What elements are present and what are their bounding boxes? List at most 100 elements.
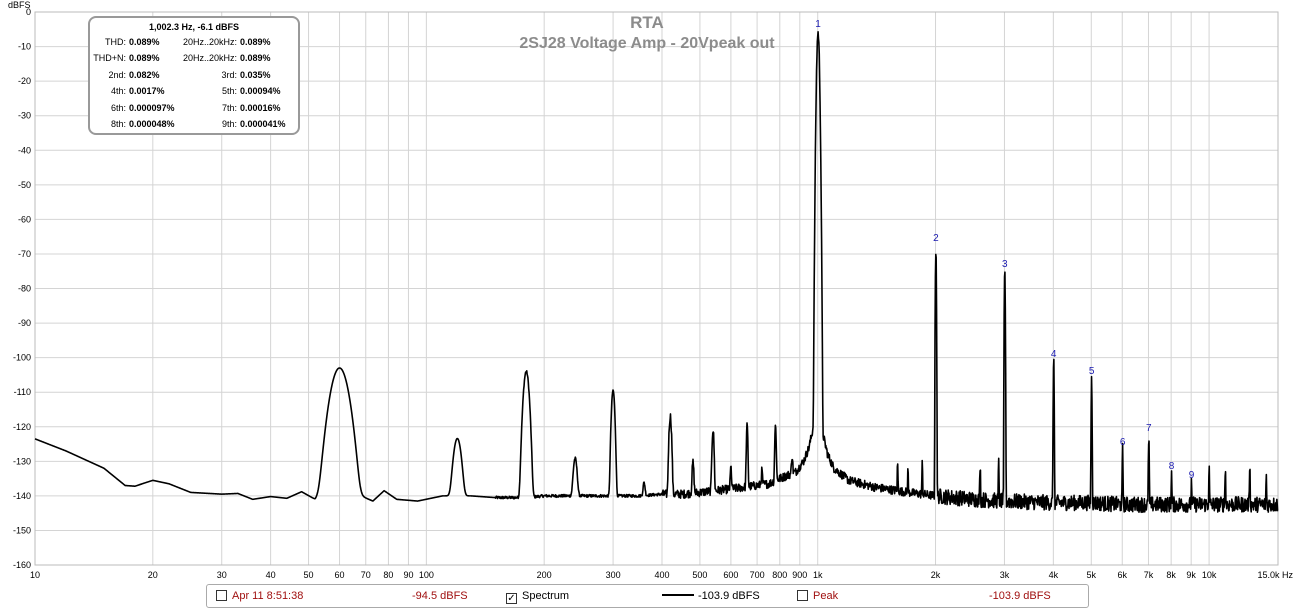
x-tick-label: 8k xyxy=(1166,570,1176,580)
y-tick-label: -50 xyxy=(18,180,31,190)
readout-label: 4th: xyxy=(110,86,126,97)
y-tick-label: -120 xyxy=(13,422,31,432)
x-tick-label: 5k xyxy=(1087,570,1097,580)
plot-frame xyxy=(34,11,1279,566)
spectrum-label: Spectrum xyxy=(522,590,570,602)
x-tick-label: 700 xyxy=(750,570,765,580)
readout-cell: 7th: 0.00016% xyxy=(182,103,281,113)
x-tick-labels: 10 20 30 40 50 60 70 80 90 100 200 300 400 500 600 700 8… xyxy=(30,570,1293,580)
x-tick-label: 7k xyxy=(1144,570,1154,580)
x-tick-label: 50 xyxy=(304,570,314,580)
timestamp-level: -94.5 dBFS xyxy=(412,590,468,602)
chart-subtitle: 2SJ28 Voltage Amp - 20Vpeak out xyxy=(519,35,775,52)
readout-value: 0.089% xyxy=(240,53,271,64)
spectrum-level: -103.9 dBFS xyxy=(698,590,760,602)
readout-cell: 6th: 0.000097% xyxy=(90,103,175,113)
x-tick-label: 600 xyxy=(723,570,738,580)
readout-row: THD+N: 0.089% 20Hz..20kHz: 0.089% xyxy=(90,51,298,67)
readout-value: 0.082% xyxy=(129,69,160,80)
spectrum-checkbox[interactable]: ✓ xyxy=(506,593,517,604)
readout-label: 20Hz..20kHz: xyxy=(182,37,237,47)
readout-row: THD: 0.089% 20Hz..20kHz: 0.089% xyxy=(90,35,298,51)
distortion-readout[interactable]: 1,002.3 Hz, -6.1 dBFS THD: 0.089% 20Hz..20… xyxy=(88,16,300,135)
y-tick-label: -100 xyxy=(13,353,31,363)
x-tick-label: 1k xyxy=(813,570,823,580)
y-tick-label: -110 xyxy=(14,387,31,397)
readout-cell: 4th: 0.0017% xyxy=(90,86,165,96)
readout-label: THD: xyxy=(105,37,126,47)
readout-label: 20Hz..20kHz: xyxy=(182,53,237,64)
readout-cell: 20Hz..20kHz: 0.089% xyxy=(182,37,271,47)
harmonic-marker-6: 6 xyxy=(1120,437,1126,448)
harmonic-marker-4: 4 xyxy=(1051,349,1057,360)
harmonic-marker-9: 9 xyxy=(1189,470,1195,481)
readout-label: 9th: xyxy=(221,118,237,129)
readout-value: 0.00094% xyxy=(240,86,281,97)
readout-cell: 9th: 0.000041% xyxy=(182,119,286,129)
readout-label: THD+N: xyxy=(93,53,126,64)
y-tick-label: -80 xyxy=(18,284,31,294)
x-tick-label: 200 xyxy=(537,570,552,580)
readout-row: 4th: 0.0017% 5th: 0.00094% xyxy=(90,84,298,100)
x-tick-label: 6k xyxy=(1118,570,1128,580)
readout-value: 0.035% xyxy=(240,69,271,80)
chart-title: RTA xyxy=(630,13,664,32)
readout-label: 8th: xyxy=(110,118,126,129)
x-tick-label: 800 xyxy=(772,570,787,580)
peak-toggle[interactable]: Peak xyxy=(797,590,838,602)
readout-value: 0.089% xyxy=(129,37,160,47)
readout-header: 1,002.3 Hz, -6.1 dBFS xyxy=(148,22,240,32)
y-axis-label: dBFS xyxy=(8,0,31,10)
x-tick-label: 60 xyxy=(335,570,345,580)
x-tick-label: 80 xyxy=(383,570,393,580)
y-tick-label: -70 xyxy=(18,249,31,259)
harmonic-marker-7: 7 xyxy=(1146,423,1152,434)
readout-value: 0.000097% xyxy=(129,102,175,113)
readout-row: 2nd: 0.082% 3rd: 0.035% xyxy=(90,68,298,84)
timestamp-checkbox[interactable] xyxy=(216,590,227,601)
x-tick-label: 10k xyxy=(1202,570,1217,580)
readout-cell: THD+N: 0.089% xyxy=(90,53,159,64)
harmonic-markers: 1 2 3 4 5 6 7 8 9 xyxy=(815,19,1194,481)
x-tick-label: 3k xyxy=(1000,570,1010,580)
readout-cell: 8th: 0.000048% xyxy=(90,119,175,129)
x-tick-label: 4k xyxy=(1049,570,1059,580)
y-tick-labels: 0 -10 -20 -30 -40 -50 -60 -70 -80 -90 -100 -110 -120… xyxy=(13,7,31,570)
y-tick-label: -60 xyxy=(18,214,31,224)
spectrum-toggle[interactable]: ✓ Spectrum xyxy=(506,590,569,604)
readout-label: 3rd: xyxy=(221,69,237,80)
y-tick-label: -90 xyxy=(18,318,31,328)
readout-cell: 5th: 0.00094% xyxy=(182,86,281,96)
x-tick-label: 300 xyxy=(606,570,621,580)
y-tick-label: -140 xyxy=(13,491,31,501)
x-tick-label: 20 xyxy=(148,570,158,580)
x-tick-label: 9k xyxy=(1186,570,1196,580)
readout-label: 6th: xyxy=(110,102,126,113)
x-tick-label: 40 xyxy=(266,570,276,580)
peak-level: -103.9 dBFS xyxy=(989,590,1051,602)
harmonic-marker-1: 1 xyxy=(815,19,821,30)
harmonic-marker-8: 8 xyxy=(1169,461,1175,472)
readout-value: 0.089% xyxy=(240,37,271,47)
readout-value: 0.0017% xyxy=(129,86,165,97)
x-tick-label: 10 xyxy=(30,570,40,580)
readout-value: 0.000048% xyxy=(129,118,175,129)
readout-cell: 20Hz..20kHz: 0.089% xyxy=(182,53,271,63)
x-tick-label: 30 xyxy=(217,570,227,580)
rta-chart: dBFS 0 -10 -20 -30 -40 -50 -60 -70 -80 -90 -100 -11… xyxy=(8,0,1293,580)
x-tick-label: 15.0k Hz xyxy=(1257,570,1293,580)
timestamp-toggle[interactable]: Apr 11 8:51:38 xyxy=(216,590,303,602)
readout-cell: THD: 0.089% xyxy=(90,37,160,47)
x-tick-label: 100 xyxy=(419,570,434,580)
y-tick-label: -150 xyxy=(13,525,31,535)
peak-checkbox[interactable] xyxy=(797,590,808,601)
x-tick-label: 70 xyxy=(361,570,371,580)
timestamp-label: Apr 11 8:51:38 xyxy=(232,590,304,602)
y-tick-label: -10 xyxy=(18,42,31,52)
y-tick-label: -40 xyxy=(18,145,31,155)
y-tick-label: -160 xyxy=(13,560,31,570)
readout-cell: 2nd: 0.082% xyxy=(90,69,160,80)
x-tick-label: 2k xyxy=(931,570,941,580)
spectrum-trace[interactable] xyxy=(34,30,1279,514)
harmonic-marker-3: 3 xyxy=(1002,259,1008,270)
